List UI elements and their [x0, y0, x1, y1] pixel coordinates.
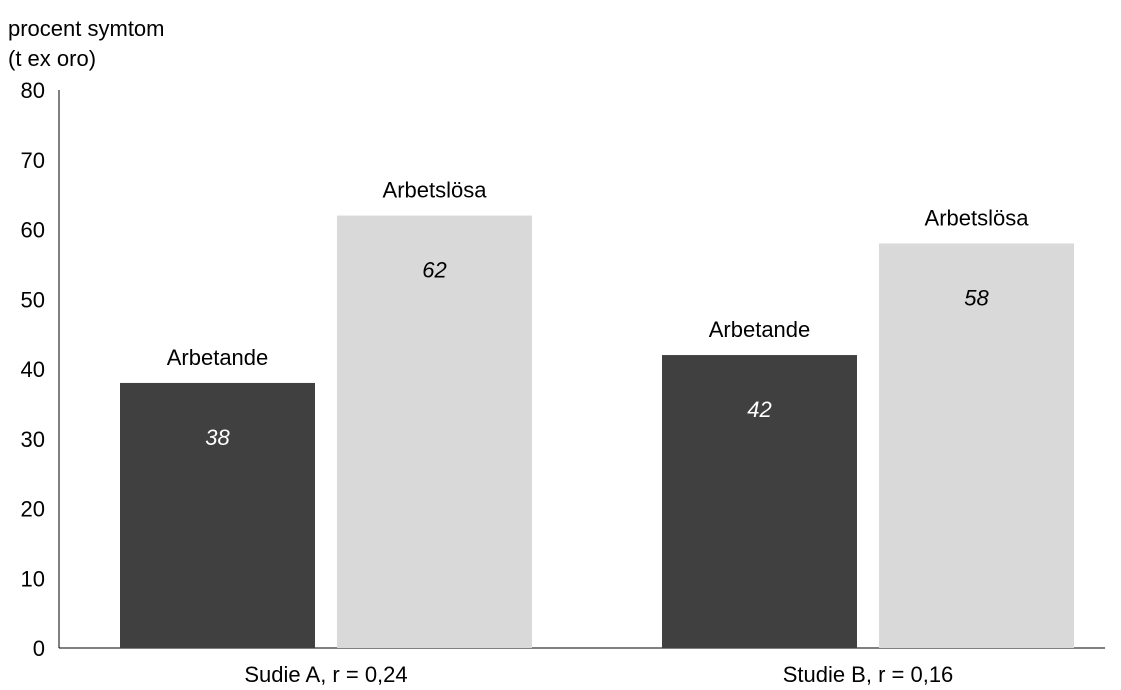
bar-value-label: 62 — [422, 258, 446, 283]
y-tick-label: 20 — [21, 497, 45, 522]
y-tick-label: 60 — [21, 218, 45, 243]
bar-value-label: 38 — [205, 425, 230, 450]
y-tick-label: 40 — [21, 357, 45, 382]
y-tick-label: 80 — [21, 78, 45, 103]
bar-arbetslosa — [879, 243, 1074, 648]
y-tick-label: 50 — [21, 287, 45, 312]
series-label: Arbetande — [167, 345, 269, 370]
category-label: Sudie A, r = 0,24 — [244, 662, 407, 687]
bar-value-label: 58 — [964, 285, 989, 310]
series-label: Arbetande — [709, 317, 811, 342]
bar-arbetande — [662, 355, 857, 648]
y-axis-title-line-1: procent symtom — [8, 16, 165, 41]
bar-arbetslosa — [337, 215, 532, 649]
series-label: Arbetslösa — [925, 205, 1030, 230]
bar-arbetande — [120, 382, 315, 648]
y-tick-label: 0 — [33, 636, 45, 661]
series-label: Arbetslösa — [383, 178, 488, 203]
y-tick-label: 70 — [21, 148, 45, 173]
y-axis-title-line-2: (t ex oro) — [8, 46, 96, 71]
category-labels: Sudie A, r = 0,24 Studie B, r = 0,16 — [244, 662, 953, 687]
y-tick-label: 30 — [21, 427, 45, 452]
category-label: Studie B, r = 0,16 — [783, 662, 954, 687]
bar-value-label: 42 — [747, 397, 771, 422]
y-tick-labels: 0 10 20 30 40 50 60 70 80 — [21, 78, 45, 661]
bars: Arbetande 38 Arbetslösa 62 Arbetande 42 Arbets… — [120, 178, 1074, 649]
y-tick-label: 10 — [21, 566, 45, 591]
